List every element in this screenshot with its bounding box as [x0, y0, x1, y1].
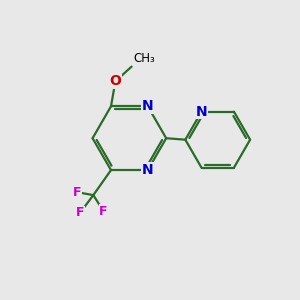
- Text: CH₃: CH₃: [133, 52, 155, 65]
- Text: O: O: [110, 74, 121, 88]
- Text: N: N: [142, 163, 154, 177]
- Text: F: F: [76, 206, 84, 219]
- Text: F: F: [99, 205, 108, 218]
- Text: F: F: [73, 186, 81, 199]
- Text: N: N: [196, 105, 207, 118]
- Text: N: N: [142, 99, 154, 113]
